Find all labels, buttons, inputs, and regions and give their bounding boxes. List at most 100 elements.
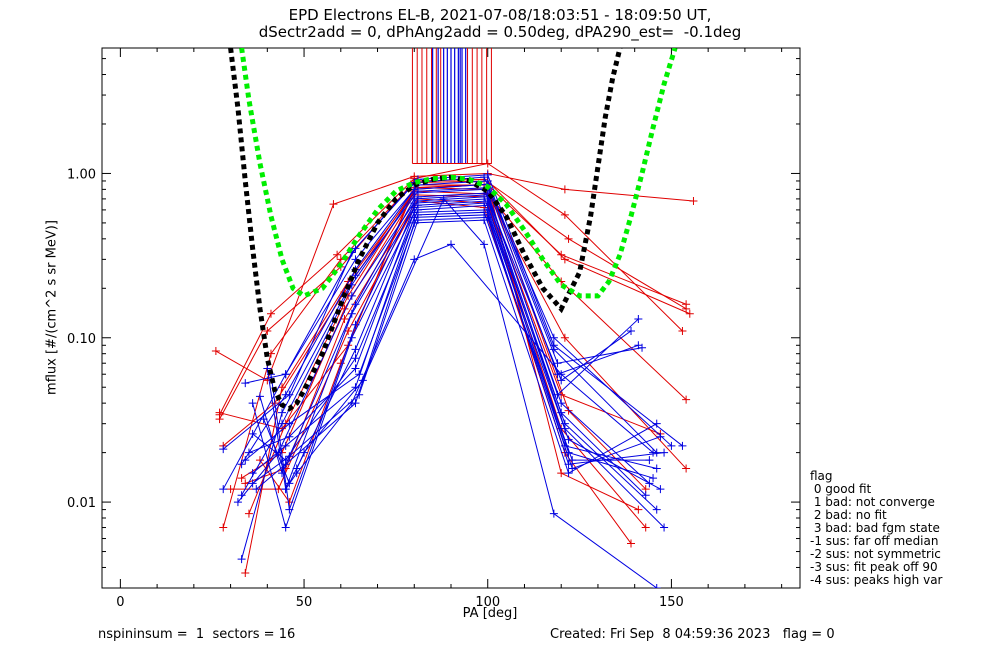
red-series-point [678,326,687,335]
blue-series-point [557,399,566,408]
red-series-point [557,469,566,478]
blue-series-point [237,555,246,564]
blue-series-point [281,485,290,494]
blue-series-point [645,456,654,465]
blue-series-point [410,218,419,227]
green-fit-curve [239,48,678,299]
red-series-point [263,326,272,335]
blue-series-point [656,432,665,441]
red-series-point [483,159,492,168]
y-tick-label: 1.00 [67,167,96,182]
blue-series-point [447,240,455,249]
red-series-point [682,395,691,404]
red-series-point [266,309,275,318]
legend-item: 0 good fit [810,482,872,496]
y-tick-label: 0.01 [67,496,96,511]
blue-series-point [347,333,356,342]
blue-series-point [241,379,250,388]
blue-series-point [278,408,287,417]
red-series-point [564,406,573,415]
red-series-point [634,505,643,514]
red-series-point [329,200,338,209]
blue-series-point [634,341,643,350]
blue-series-point [259,415,268,424]
blue-series-line [222,174,683,490]
blue-series-point [678,441,687,450]
blue-series-point [553,359,562,368]
red-series-point [226,485,235,494]
legend: flag 0 good fit 1 bad: not converge 2 ba… [810,470,942,587]
red-series-point [689,196,698,205]
blue-series-point [351,345,360,354]
red-series-point [244,509,253,518]
red-series-point [682,464,691,473]
blue-series-point [278,419,287,428]
footer-left: nspininsum = 1 sectors = 16 [98,627,296,642]
blue-series-point [410,255,419,264]
legend-item: -2 sus: not symmetric [810,547,941,561]
legend-item: -1 sus: far off median [810,534,939,548]
red-series-point [627,539,636,548]
plot-area [211,48,698,588]
blue-series-point [549,333,558,342]
blue-series-line [244,211,650,461]
blue-series-point [292,469,301,478]
x-tick-label: 0 [116,595,124,610]
blue-series-point [649,474,658,483]
red-series-point [241,569,250,578]
blue-series-point [652,464,661,473]
legend-title: flag [810,469,833,483]
red-series-point [560,210,569,219]
x-tick-label: 50 [296,595,313,610]
red-series-point [557,250,566,259]
legend-item: 1 bad: not converge [810,495,935,509]
red-series-point [211,347,220,356]
blue-series-point [248,469,257,478]
blue-series-point [649,448,658,457]
blue-series-point [241,456,250,465]
blue-series-point [281,370,290,379]
red-series-point [340,315,349,324]
blue-series-point [255,392,264,401]
blue-series-point [667,441,676,450]
blue-series-point [634,315,643,324]
blue-series-point [660,523,669,532]
blue-series-point [233,498,242,507]
blue-series-point [347,399,356,408]
blue-series-point [281,390,290,399]
blue-series-point [347,291,356,300]
blue-series-point [219,445,228,454]
chart-title-line2: dSectr2add = 0, dPhAng2add = 0.50deg, dP… [258,23,742,41]
blue-series-point [285,452,294,461]
red-series-point [682,300,691,309]
legend-item: -3 sus: fit peak off 90 [810,560,938,574]
red-series-point [215,408,224,417]
blue-series-point [300,448,309,457]
blue-series-point [564,435,573,444]
blue-series-point [347,309,356,318]
blue-series-point [627,326,636,335]
blue-series-point [351,354,360,363]
blue-series-point [285,419,294,428]
chart-title-line1: EPD Electrons EL-B, 2021-07-08/18:03:51 … [288,6,712,24]
y-axis-label: mflux [#/(cm^2 s sr MeV)] [44,220,60,395]
blue-series-point [480,173,489,182]
y-tick-label: 0.10 [67,332,96,347]
red-series-line [219,178,687,420]
blue-series-point [248,399,257,408]
blue-series-point [641,491,650,500]
blue-series-point [244,448,253,457]
x-tick-label: 150 [659,595,684,610]
red-series-point [237,474,246,483]
blue-series-point [351,364,360,373]
red-series-point [685,309,694,318]
blue-series-point [652,584,661,588]
blue-series-line [241,187,639,560]
blue-series-point [660,448,669,457]
red-series-point [344,277,353,286]
blue-series-line [241,188,632,496]
blue-series-point [248,429,257,438]
blue-series-point [237,460,246,469]
blue-series-point [557,370,566,379]
